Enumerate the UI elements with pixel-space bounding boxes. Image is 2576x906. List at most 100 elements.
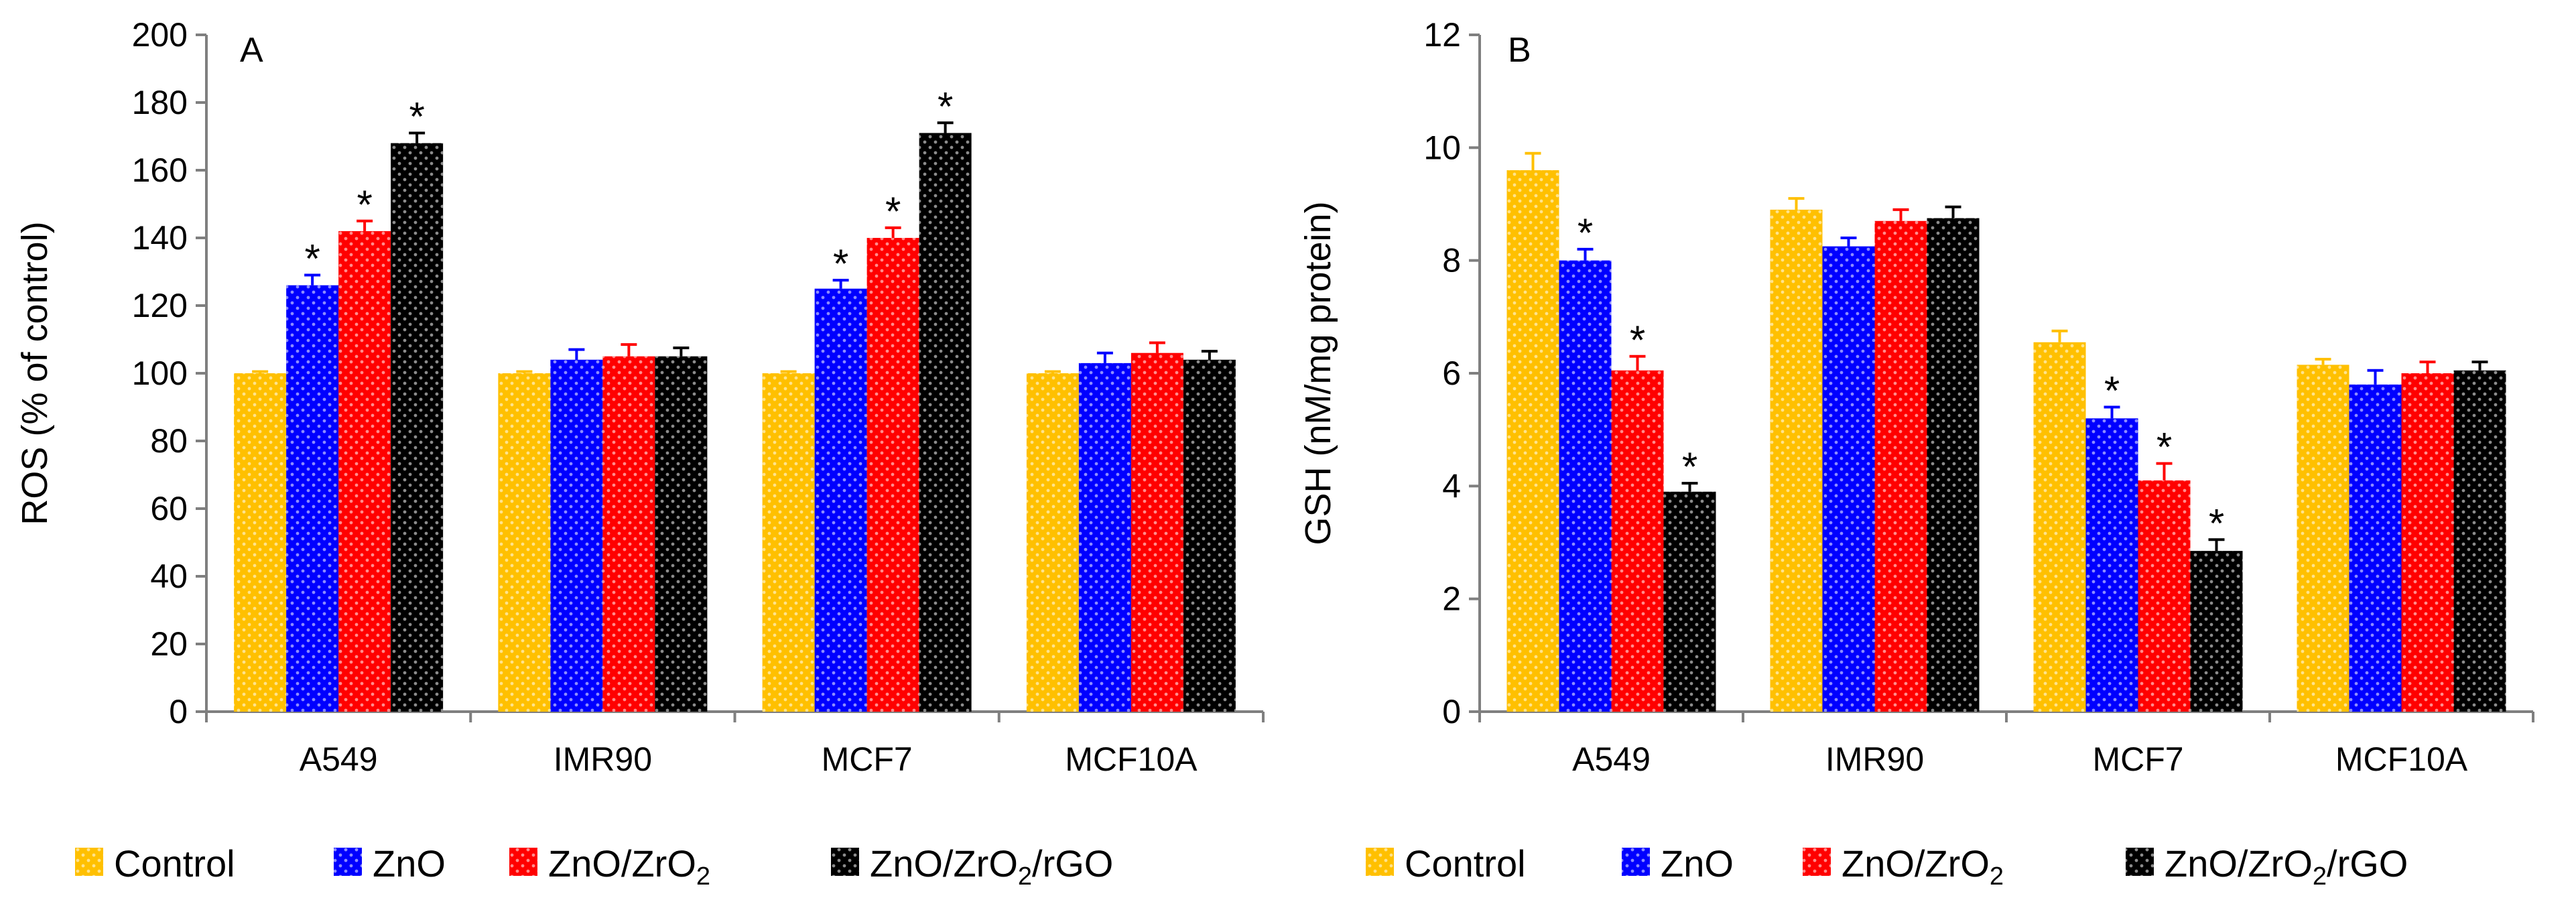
y-tick-label: 2 <box>1442 580 1461 618</box>
panel-b-chart: 0 2 4 6 8 10 12 * * * * * * A549 IMR90 MCF7 MCF10A GSH… <box>1298 16 2534 778</box>
x-tick-label: MCF7 <box>2092 740 2183 778</box>
significance-marker: * <box>357 182 372 227</box>
legend-b: Control ZnO ZnO/ZrO2 ZnO/ZrO2/rGO <box>1366 842 2408 891</box>
bar-pattern <box>866 238 919 712</box>
y-axis-title: ROS (% of control) <box>15 221 55 525</box>
significance-marker: * <box>885 189 901 234</box>
bar-pattern <box>2085 418 2138 712</box>
significance-marker: * <box>409 94 424 139</box>
significance-marker: * <box>833 241 848 286</box>
y-tick-group: 0 2 4 6 8 10 12 <box>1423 16 1480 730</box>
bar-pattern <box>2349 384 2402 712</box>
y-axis-title: GSH (nM/mg protein) <box>1298 201 1338 545</box>
bar-pattern <box>1927 218 1980 712</box>
x-tick-label: MCF7 <box>822 740 913 778</box>
x-tick-group: A549 IMR90 MCF7 MCF10A <box>205 712 1265 778</box>
y-tick-label: 4 <box>1442 467 1461 505</box>
y-tick-label: 8 <box>1442 242 1461 279</box>
y-tick-label: 80 <box>150 422 188 460</box>
legend-entry-control: Control <box>1366 842 1526 885</box>
significance-marker: * <box>2156 425 2172 470</box>
bar-pattern <box>2453 370 2506 712</box>
legend-label-control: Control <box>114 842 235 885</box>
bar-pattern <box>655 356 708 712</box>
legend-label-zno-zro2-rgo: ZnO/ZrO2/rGO <box>2165 842 2408 891</box>
panel-label: A <box>240 31 263 70</box>
x-tick-label: A549 <box>1572 740 1651 778</box>
significance-marker: * <box>1682 444 1697 489</box>
x-tick-label: A549 <box>300 740 378 778</box>
bar-pattern <box>1874 220 1927 712</box>
y-tick-label: 140 <box>132 219 188 257</box>
legend-entry-zno-zro2: ZnO/ZrO2 <box>509 842 710 891</box>
y-tick-label: 200 <box>132 16 188 54</box>
bar-pattern <box>1822 246 1875 712</box>
panel-a-chart: 0 20 40 60 80 100 120 140 160 180 200 * * * * * * A549 I… <box>15 16 1265 778</box>
y-tick-label: 100 <box>132 354 188 392</box>
significance-marker: * <box>304 237 320 281</box>
x-tick-group: A549 IMR90 MCF7 MCF10A <box>1478 712 2534 778</box>
bar-pattern <box>602 356 655 712</box>
legend-entry-zno-zro2-rgo: ZnO/ZrO2/rGO <box>831 842 1113 891</box>
significance-marker: * <box>2104 369 2120 413</box>
x-tick-label: MCF10A <box>2335 740 2468 778</box>
x-tick-label: IMR90 <box>554 740 652 778</box>
y-tick-label: 0 <box>169 693 188 730</box>
legend-label-zno-zro2: ZnO/ZrO2 <box>548 842 710 891</box>
x-tick-label: IMR90 <box>1825 740 1924 778</box>
bar-pattern <box>1663 491 1716 712</box>
legend-label-control: Control <box>1405 842 1526 885</box>
bar-pattern <box>391 143 444 712</box>
bar-pattern <box>1611 370 1664 712</box>
bar-pattern <box>234 373 287 712</box>
bar-pattern <box>1078 363 1131 712</box>
y-tick-label: 160 <box>132 151 188 189</box>
bar-pattern <box>1026 373 1079 712</box>
bar-pattern <box>1770 209 1823 712</box>
bar-pattern <box>2190 551 2243 712</box>
y-tick-label: 20 <box>150 625 188 663</box>
legend-a: Control ZnO ZnO/ZrO2 ZnO/ZrO2/rGO <box>75 842 1113 891</box>
legend-swatch-pattern <box>1803 848 1831 876</box>
legend-swatch-pattern <box>334 848 362 876</box>
y-tick-label: 60 <box>150 490 188 527</box>
bar-pattern <box>2297 365 2349 712</box>
y-tick-label: 12 <box>1423 16 1461 54</box>
legend-swatch-pattern <box>2126 848 2154 876</box>
significance-marker: * <box>2209 501 2224 545</box>
y-tick-label: 10 <box>1423 129 1461 166</box>
legend-entry-zno: ZnO <box>334 842 446 885</box>
bar-pattern <box>814 288 867 712</box>
bar-pattern <box>1559 260 1612 712</box>
bar-pattern <box>2401 373 2454 712</box>
legend-label-zno: ZnO <box>373 842 446 885</box>
legend-label-zno: ZnO <box>1661 842 1734 885</box>
bar-pattern <box>550 359 603 712</box>
legend-label-zno-zro2: ZnO/ZrO2 <box>1842 842 2004 891</box>
y-tick-label: 6 <box>1442 354 1461 392</box>
legend-swatch-pattern <box>509 848 537 876</box>
bar-pattern <box>762 373 815 712</box>
legend-swatch-pattern <box>831 848 859 876</box>
significance-marker: * <box>938 84 953 129</box>
legend-swatch-pattern <box>1366 848 1394 876</box>
bar-group: * * * * * * <box>234 84 1236 712</box>
bar-group: * * * * * * <box>1506 151 2506 712</box>
y-tick-label: 40 <box>150 558 188 595</box>
y-tick-group: 0 20 40 60 80 100 120 140 160 180 200 <box>132 16 206 730</box>
bar-pattern <box>286 285 339 712</box>
y-tick-label: 180 <box>132 84 188 121</box>
bar-pattern <box>919 133 972 712</box>
legend-entry-zno-zro2: ZnO/ZrO2 <box>1803 842 2004 891</box>
bar-pattern <box>1506 170 1559 712</box>
legend-entry-zno: ZnO <box>1622 842 1734 885</box>
y-tick-label: 0 <box>1442 693 1461 730</box>
bar-pattern <box>1131 352 1183 712</box>
x-tick-label: MCF10A <box>1065 740 1198 778</box>
y-tick-label: 120 <box>132 287 188 324</box>
legend-entry-control: Control <box>75 842 235 885</box>
legend-label-zno-zro2-rgo: ZnO/ZrO2/rGO <box>870 842 1113 891</box>
legend-swatch-pattern <box>75 848 103 876</box>
bar-pattern <box>2138 480 2191 712</box>
